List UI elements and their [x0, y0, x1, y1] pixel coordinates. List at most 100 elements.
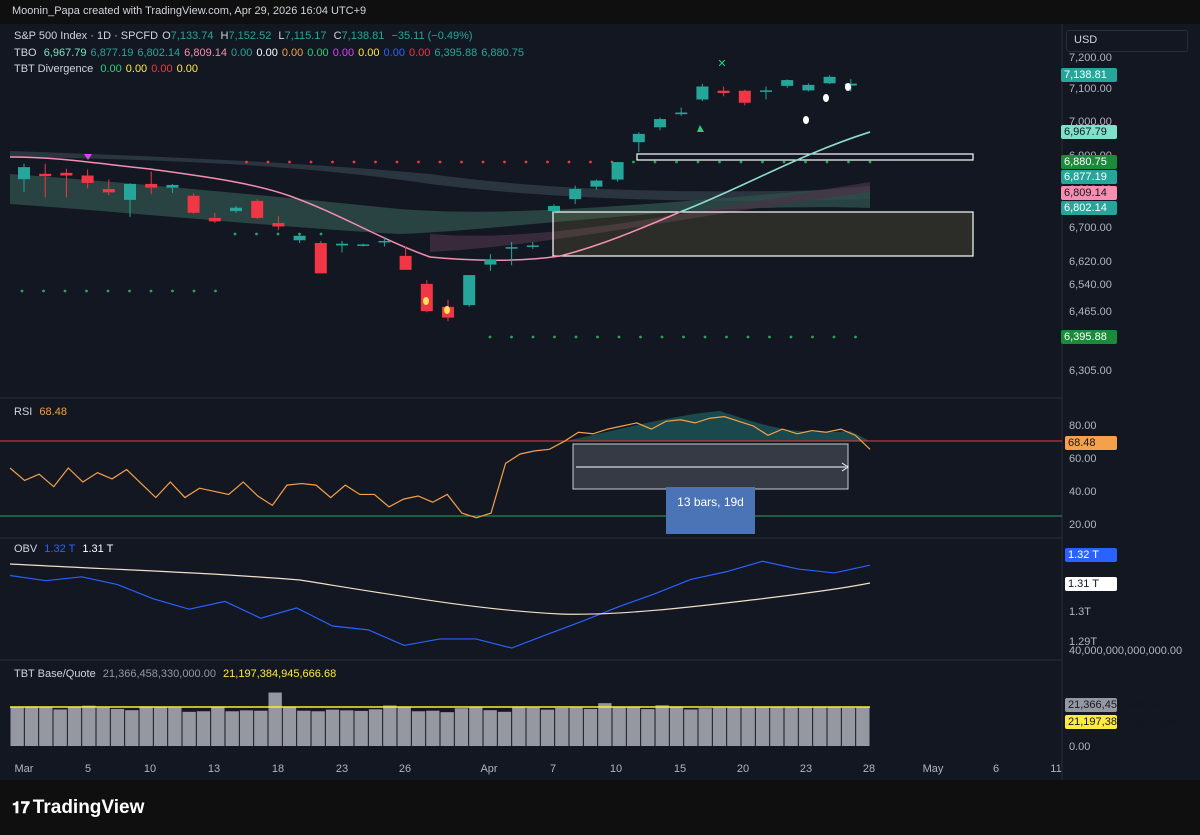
dot-upper — [696, 160, 700, 164]
candle-body[interactable] — [526, 245, 539, 247]
volume-bar — [297, 710, 311, 746]
measure-label: 13 bars, 19d — [677, 495, 744, 509]
dot-support — [682, 335, 685, 339]
candle-body[interactable] — [717, 90, 730, 93]
open-label: O — [162, 30, 171, 42]
candle-body[interactable] — [18, 167, 30, 180]
dot-upper — [782, 160, 786, 164]
candle-body[interactable] — [781, 80, 794, 86]
tbo-value: 0.00 — [281, 47, 304, 59]
price-tick-label: 7,200.00 — [1069, 52, 1112, 64]
time-tick-label: 13 — [208, 763, 220, 775]
currency-selector[interactable]: USD — [1066, 30, 1188, 52]
candle-body[interactable] — [548, 205, 560, 212]
candle-body[interactable] — [39, 173, 52, 177]
candle-body[interactable] — [654, 119, 666, 128]
dot-support — [574, 335, 578, 339]
candle-body[interactable] — [505, 247, 518, 249]
candle-body[interactable] — [590, 180, 603, 187]
close-label: C — [333, 30, 342, 42]
candle-body[interactable] — [823, 76, 836, 84]
dot-upper — [524, 160, 528, 164]
candle-body[interactable] — [399, 255, 412, 270]
candle-body[interactable] — [738, 90, 751, 103]
candle-body[interactable] — [569, 188, 582, 200]
candle-body[interactable] — [844, 83, 857, 86]
time-tick-label: 6 — [993, 763, 999, 775]
volume-bar — [168, 707, 182, 746]
candle-body[interactable] — [251, 200, 264, 218]
candle-body[interactable] — [484, 259, 497, 265]
volume-bar — [454, 708, 469, 746]
dot-upper — [718, 160, 721, 164]
candle-body[interactable] — [378, 240, 391, 243]
time-axis[interactable]: Mar 5 10 13 18 23 26 Apr 7 10 15 20 23 28 May 6 11 — [15, 763, 1062, 775]
candle-body[interactable] — [208, 217, 221, 222]
candle-body[interactable] — [675, 112, 688, 115]
candle-body[interactable] — [145, 183, 158, 188]
volume-bar — [10, 707, 24, 746]
volume-bar — [684, 709, 698, 746]
candle-body[interactable] — [611, 162, 624, 180]
chart-canvas[interactable]: ✕ 7,200.007,100.007,000.006,900.006,800.… — [0, 24, 1200, 780]
dot-support — [746, 335, 750, 339]
candle-body[interactable] — [102, 188, 115, 193]
change-value: −35.11 (−0.49%) — [391, 30, 473, 42]
obv-ma-line — [9, 563, 871, 615]
tbo-value: 6,809.14 — [184, 47, 227, 59]
volume-axis-label: 21,366,458,330,000.00 — [1065, 698, 1181, 712]
divergence-legend: TBT Divergence 0.00 0.00 0.00 0.00 — [14, 63, 202, 75]
time-tick-label: 28 — [863, 763, 875, 775]
volume-bar — [153, 706, 168, 746]
dot-support — [617, 335, 621, 339]
candle-body[interactable] — [187, 195, 200, 213]
candle-body[interactable] — [124, 183, 136, 200]
candle-body[interactable] — [60, 172, 73, 176]
dot-support — [854, 335, 857, 339]
volume-bar — [354, 710, 368, 746]
dot-support — [789, 335, 793, 339]
tbo-value: 6,880.75 — [481, 47, 525, 59]
dot-upper — [589, 160, 592, 164]
candle-body[interactable] — [632, 133, 645, 143]
volume-bar — [798, 707, 813, 746]
tradingview-logo[interactable]: 𝟏𝟕 TradingView — [12, 797, 144, 819]
time-tick-label: 10 — [610, 763, 622, 775]
candle-body[interactable] — [314, 243, 327, 274]
dot-mid — [233, 232, 237, 236]
candle-body[interactable] — [802, 84, 815, 91]
candle-body[interactable] — [81, 175, 94, 183]
volume-bar — [110, 708, 125, 746]
price-label-upper: 6,880.75 — [1061, 155, 1117, 169]
candle-body[interactable] — [293, 235, 306, 241]
price-label-lower: 6,395.88 — [1061, 330, 1117, 344]
candle-body[interactable] — [760, 90, 772, 92]
divergence-value: 0.00 — [176, 63, 199, 75]
rsi-name: RSI — [14, 406, 33, 418]
price-tick-label: 6,305.00 — [1069, 365, 1112, 377]
dot-support — [510, 335, 513, 339]
rsi-tick-label: 40.00 — [1069, 486, 1097, 498]
candle-body[interactable] — [230, 207, 242, 212]
zone-box-upper[interactable] — [636, 153, 974, 161]
candle-body[interactable] — [357, 244, 370, 246]
tbo-value: 6,877.19 — [90, 47, 134, 59]
dot-upper — [288, 160, 291, 164]
candle-body[interactable] — [463, 275, 476, 306]
candle-body[interactable] — [272, 223, 285, 227]
dot-mid — [276, 232, 280, 236]
candle-body[interactable] — [336, 243, 348, 246]
volume-tick-label: 40,000,000,000,000.00 — [1069, 645, 1182, 657]
price-candles[interactable] — [18, 75, 857, 322]
volume-bar — [512, 707, 526, 746]
dot-lower — [63, 289, 67, 293]
tbo-value: 0.00 — [332, 47, 355, 59]
volume-name: TBT Base/Quote — [14, 668, 96, 680]
tbo-value: 6,802.14 — [137, 47, 181, 59]
volume-bar — [655, 705, 669, 746]
candle-body[interactable] — [696, 86, 709, 100]
zone-box-lower[interactable] — [552, 211, 974, 257]
obv-tick-label: 1.3T — [1069, 606, 1091, 618]
candle-body[interactable] — [166, 184, 179, 188]
time-tick-label: 23 — [336, 763, 348, 775]
